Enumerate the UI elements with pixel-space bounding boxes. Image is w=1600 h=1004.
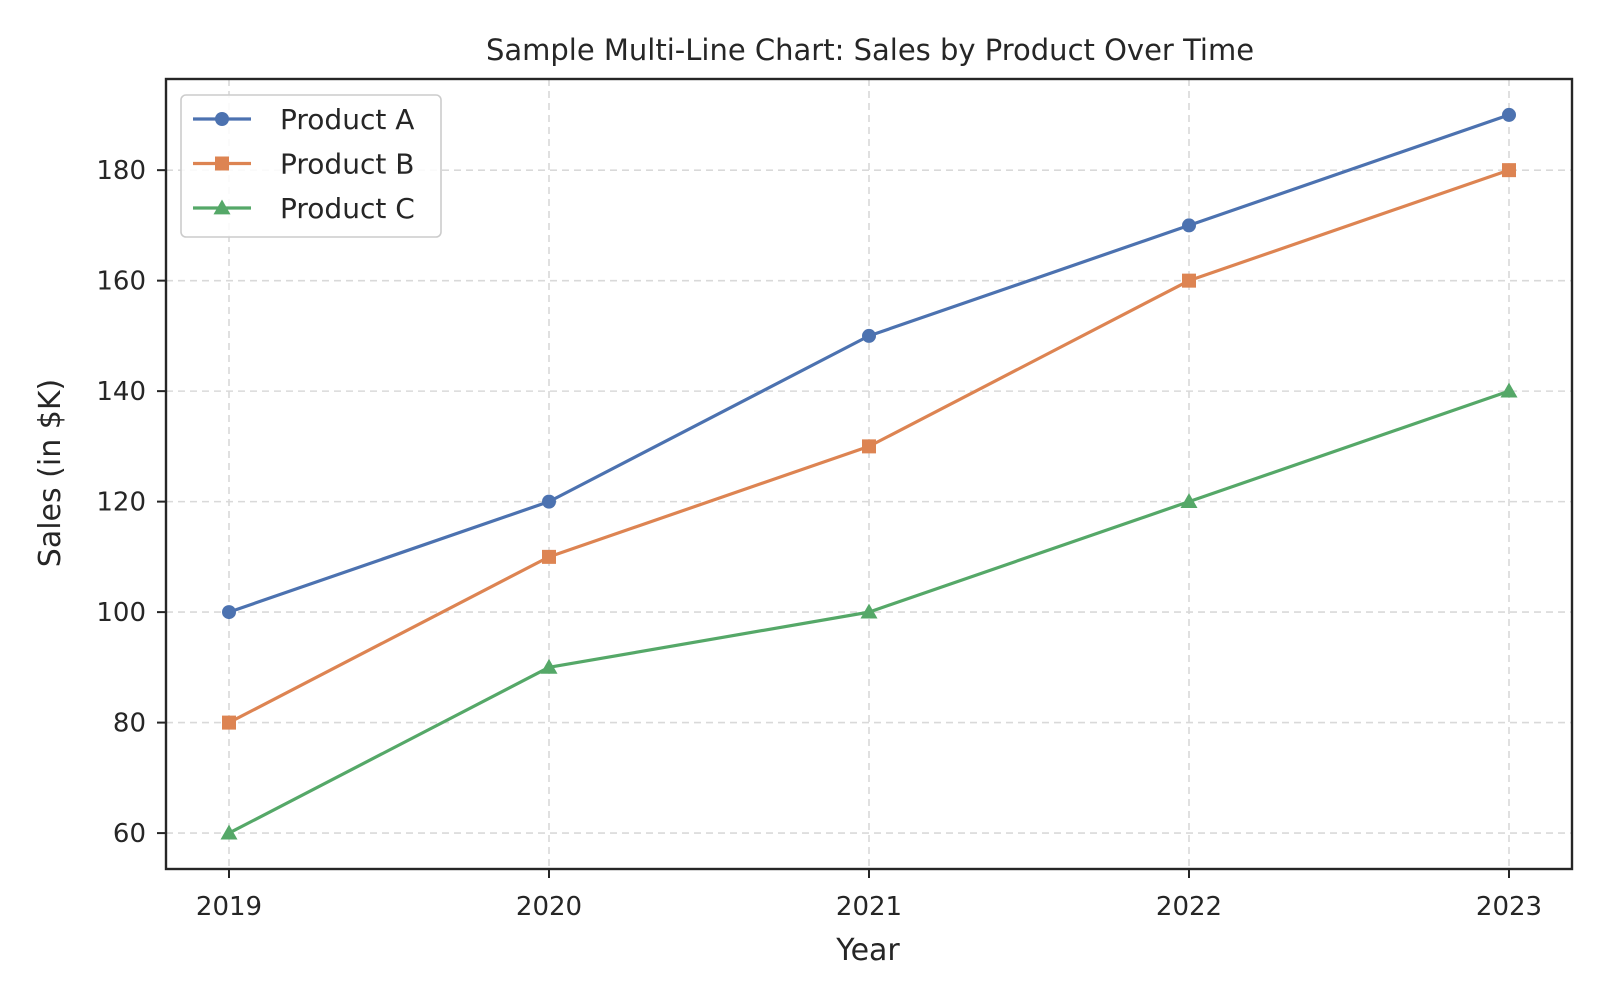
data-point-product-c bbox=[860, 603, 878, 619]
data-point-product-c bbox=[1180, 493, 1198, 508]
grid bbox=[166, 79, 1572, 869]
x-tick-label: 2023 bbox=[1476, 892, 1542, 922]
legend-marker bbox=[213, 199, 231, 215]
x-axis-label: Year bbox=[835, 933, 900, 968]
y-tick-label: 120 bbox=[96, 488, 146, 518]
data-point-product-a bbox=[862, 328, 876, 343]
chart-title: Sample Multi-Line Chart: Sales by Produc… bbox=[486, 33, 1254, 67]
legend-label: Product B bbox=[280, 148, 414, 181]
y-tick-label: 140 bbox=[96, 377, 146, 407]
legend-label: Product A bbox=[280, 103, 414, 136]
y-tick-label: 160 bbox=[96, 267, 146, 297]
axes: 2019 2020 2021 2022 2023 60 80 100 120 140 160 180 bbox=[96, 77, 1574, 922]
data-point-product-a bbox=[222, 605, 236, 620]
data-point-product-a bbox=[1182, 218, 1196, 233]
data-point-product-c bbox=[1500, 382, 1518, 398]
y-axis-label: Sales (in $K) bbox=[33, 379, 68, 567]
data-point-product-a bbox=[542, 494, 556, 509]
x-tick-label: 2021 bbox=[836, 892, 902, 922]
y-tick-label: 60 bbox=[113, 819, 146, 849]
data-point-product-b bbox=[862, 439, 876, 454]
series-product-c bbox=[220, 382, 1518, 840]
legend-item-product-b: Product B bbox=[193, 148, 414, 181]
data-point-product-a bbox=[1502, 107, 1516, 122]
data-point-product-b bbox=[222, 715, 236, 730]
x-tick-label: 2022 bbox=[1156, 892, 1222, 922]
x-tick-label: 2019 bbox=[196, 892, 262, 922]
legend-item-product-c: Product C bbox=[193, 192, 415, 225]
x-tick-label: 2020 bbox=[516, 892, 582, 922]
data-point-product-c bbox=[540, 658, 558, 674]
series-layer bbox=[220, 107, 1518, 840]
series-product-a bbox=[222, 107, 1516, 620]
legend-box bbox=[180, 94, 442, 238]
y-tick-label: 100 bbox=[96, 598, 146, 628]
y-tick-label: 180 bbox=[96, 156, 146, 186]
data-point-product-c bbox=[220, 824, 238, 840]
series-product-b bbox=[222, 163, 1516, 730]
legend: Product A Product B Product C bbox=[180, 94, 442, 238]
legend-marker bbox=[215, 156, 229, 171]
data-point-product-b bbox=[1502, 163, 1516, 178]
y-tick-label: 80 bbox=[113, 709, 146, 739]
data-point-product-b bbox=[542, 549, 556, 564]
legend-item-product-a: Product A bbox=[193, 103, 414, 136]
legend-label: Product C bbox=[280, 192, 415, 225]
data-point-product-b bbox=[1182, 273, 1196, 288]
legend-marker bbox=[215, 112, 229, 126]
